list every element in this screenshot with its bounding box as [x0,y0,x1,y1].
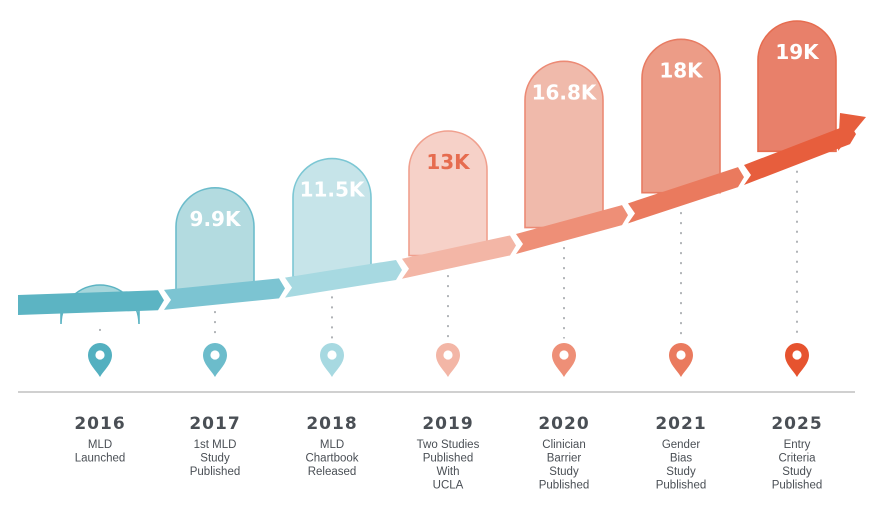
milestone-text: Barrier [547,453,582,465]
milestone-text: Published [190,466,241,478]
value-dome [175,187,255,293]
milestone-text: Clinician [542,439,585,451]
value-label: 16.8K [532,80,598,104]
milestone-text: Chartbook [305,453,358,465]
milestone-text: Released [308,466,357,478]
value-dome [292,157,372,278]
milestone-text: Study [666,466,696,478]
map-pin-icon [320,343,344,377]
map-pin-icon [436,343,460,377]
value-dome [641,38,721,194]
year-label: 2020 [538,414,589,434]
milestone-text: Published [772,480,823,492]
map-pin-icon [203,343,227,377]
value-label: 18K [659,58,704,82]
value-dome [524,60,604,229]
map-pin-icon [785,343,809,377]
year-label: 2021 [655,414,706,434]
milestone-text: Criteria [778,453,816,465]
value-label: 13K [426,150,471,174]
value-label: 11.5K [300,178,366,202]
milestone-text: With [437,466,460,478]
milestone-text: Study [200,453,230,465]
milestone-text: 1st MLD [194,439,237,451]
year-label: 2019 [422,414,473,434]
timeline-band-segment [164,278,285,310]
timeline-band-segment [516,205,628,254]
timeline-band-segment [18,290,164,315]
year-label: 2018 [306,414,357,434]
milestone-text: MLD [320,439,344,451]
milestone-text: Published [423,453,474,465]
year-label: 2017 [189,414,240,434]
map-pin-icon [669,343,693,377]
milestone-text: Published [539,480,590,492]
map-pin-icon [88,343,112,377]
arrow-head-icon [838,112,866,151]
timeline-band-segment [402,235,516,279]
timeline-band-segment [744,124,856,186]
value-dome [408,130,488,257]
milestone-text: MLD [88,439,112,451]
milestone-text: Gender [662,439,701,451]
milestone-text: Published [656,480,707,492]
timeline-band-segment [628,167,744,224]
year-label: 2016 [74,414,125,434]
milestone-text: Bias [670,453,693,465]
milestone-text: Two Studies [417,439,480,451]
timeline-band-segment [285,259,402,298]
year-label: 2025 [771,414,822,434]
map-pin-icon [552,343,576,377]
milestone-text: Study [782,466,812,478]
milestone-text: Launched [75,453,126,465]
value-dome [757,20,837,153]
value-label: 19K [775,40,820,64]
milestone-text: Entry [784,439,811,451]
value-label: 9.9K [190,207,242,231]
milestone-text: UCLA [433,480,464,492]
milestone-text: Study [549,466,579,478]
